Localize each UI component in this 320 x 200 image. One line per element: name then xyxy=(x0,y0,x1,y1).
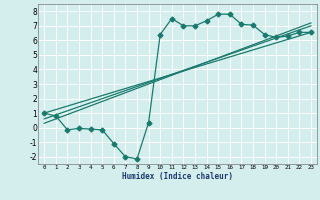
X-axis label: Humidex (Indice chaleur): Humidex (Indice chaleur) xyxy=(122,172,233,181)
